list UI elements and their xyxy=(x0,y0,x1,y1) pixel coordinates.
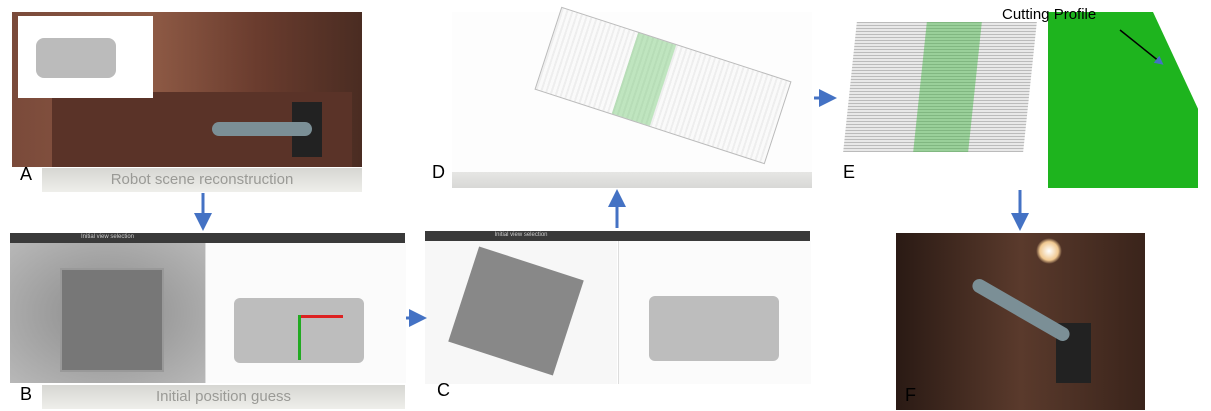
box-interior xyxy=(60,268,164,372)
caption: Robot scene reconstruction xyxy=(42,168,362,192)
axis-x xyxy=(298,315,343,318)
inset-shape xyxy=(36,38,116,78)
annotation: Cutting Profile xyxy=(1002,6,1097,23)
model-shape xyxy=(649,296,779,361)
panel-label: B xyxy=(20,384,33,404)
window-title: Initial view selection xyxy=(494,232,548,238)
point-cloud-view xyxy=(425,241,617,384)
point-cloud-view xyxy=(10,243,205,383)
panel-label: C xyxy=(437,380,450,400)
model-view xyxy=(205,243,406,383)
model-view xyxy=(618,241,811,384)
point-cloud-view xyxy=(452,6,812,172)
panel-label: F xyxy=(905,385,916,405)
axis-y xyxy=(298,315,301,360)
torch-light xyxy=(1036,238,1062,264)
panel-label: E xyxy=(843,162,856,182)
robot-photo xyxy=(896,233,1145,410)
window-title: Initial view selection xyxy=(80,234,135,240)
inset-reconstruction xyxy=(18,16,153,98)
robot-arm xyxy=(212,122,312,136)
window-bar xyxy=(10,233,405,243)
annotation-arrow xyxy=(1119,29,1164,65)
caption: Initial position guess xyxy=(42,385,405,409)
bottom-bar xyxy=(452,172,812,188)
panel-label: D xyxy=(432,162,445,182)
window-bar xyxy=(425,231,810,241)
panel-label: A xyxy=(20,164,33,184)
